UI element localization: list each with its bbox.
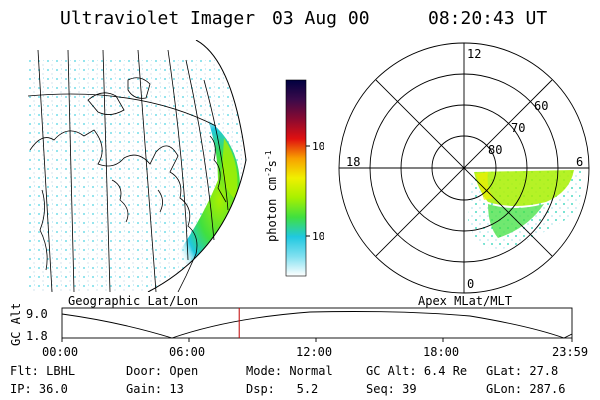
coastlines — [29, 77, 227, 292]
polar-plot: 12 18 6 0 60 70 80 — [338, 42, 590, 294]
aurora-emission — [158, 120, 240, 280]
header-date: 03 Aug 00 — [272, 8, 370, 29]
timeline-xtick-2359: 23:59 — [552, 345, 588, 359]
page-title: Ultraviolet Imager — [60, 8, 256, 29]
limb-outline — [147, 40, 247, 292]
colorbar: 100 10 photon cm-2s-1 — [264, 79, 324, 277]
mlat-label-60: 60 — [534, 99, 548, 113]
info-glat: GLat: 27.8 — [486, 364, 559, 378]
colorbar-tick-10: 10 — [312, 230, 324, 243]
mlt-label-12: 12 — [467, 47, 481, 61]
mlt-label-0: 0 — [467, 277, 474, 291]
info-gain: Gain: 13 — [126, 382, 184, 396]
timeline-xtick-0000: 00:00 — [42, 345, 78, 359]
mlat-label-70: 70 — [511, 121, 525, 135]
info-seq: Seq: 39 — [366, 382, 417, 396]
altitude-curve — [61, 311, 573, 339]
geographic-map — [28, 40, 247, 292]
info-glon: GLon: 287.6 — [486, 382, 566, 396]
header-time: 08:20:43 UT — [428, 8, 548, 29]
timeline-frame — [61, 307, 573, 339]
mlt-label-6: 6 — [576, 155, 583, 169]
info-dsp: Dsp: 5.2 — [246, 382, 319, 396]
info-filter: Flt: LBHL — [10, 364, 76, 378]
altitude-timeline: GC Alt 9.0 1.8 00:00 06:00 12:00 18:00 2… — [9, 304, 588, 359]
mlat-label-80: 80 — [488, 143, 502, 157]
timeline-xtick-1200: 12:00 — [296, 345, 332, 359]
colorbar-label: photon cm-2s-1 — [264, 150, 279, 242]
timeline-xtick-1800: 18:00 — [423, 345, 459, 359]
info-mode: Mode: Normal — [246, 364, 333, 378]
left-panel-label: Geographic Lat/Lon — [68, 294, 199, 308]
right-panel-label: Apex MLat/MLT — [418, 294, 512, 308]
polar-grid — [338, 42, 590, 294]
timeline-xtick-0600: 06:00 — [169, 345, 205, 359]
timeline-ylabel: GC Alt — [9, 304, 23, 346]
mlt-label-18: 18 — [346, 155, 360, 169]
info-ip: IP: 36.0 — [10, 382, 68, 396]
timeline-ytick-1.8: 1.8 — [26, 329, 48, 343]
timeline-ytick-9: 9.0 — [26, 307, 48, 321]
colorbar-scale — [285, 79, 307, 277]
info-door: Door: Open — [126, 364, 199, 378]
colorbar-tick-100: 100 — [312, 140, 324, 153]
info-gc-alt: GC Alt: 6.4 Re — [366, 364, 468, 378]
